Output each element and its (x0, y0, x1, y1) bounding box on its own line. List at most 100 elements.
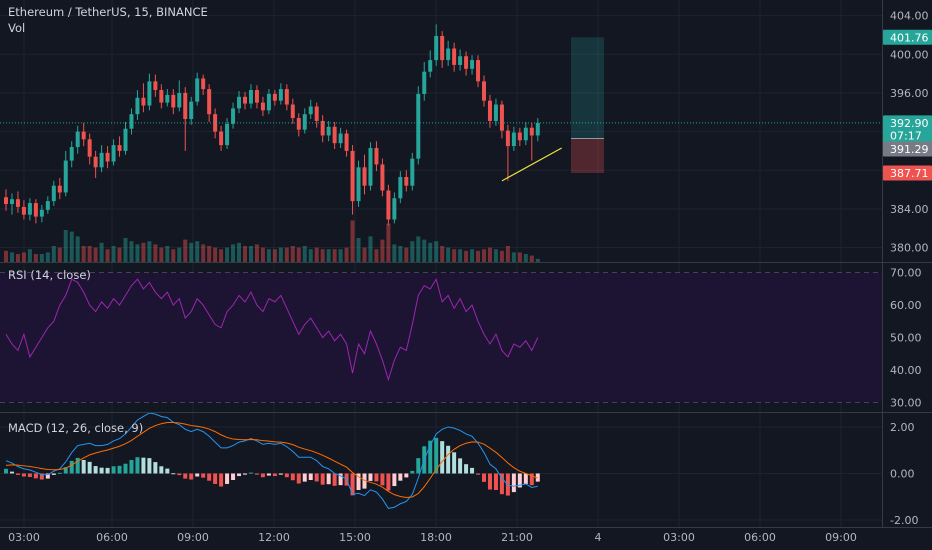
macd-histogram-bar (308, 473, 313, 481)
candle-body (446, 48, 451, 61)
x-tick-label: 15:00 (339, 531, 371, 544)
volume-bar (380, 239, 385, 262)
volume-bar (428, 242, 433, 262)
volume-bar (517, 252, 522, 262)
macd-histogram-bar (171, 473, 176, 475)
candle-body (171, 94, 176, 108)
candle-body (278, 89, 283, 101)
macd-histogram-bar (476, 473, 481, 475)
macd-histogram-bar (81, 459, 86, 474)
macd-histogram-bar (470, 467, 475, 474)
candle-body (350, 150, 355, 202)
candle-body (189, 101, 194, 120)
macd-histogram-bar (213, 473, 218, 484)
macd-histogram-bar (9, 471, 14, 474)
candle-body (517, 132, 522, 141)
volume-bar (63, 230, 68, 262)
macd-histogram-bar (535, 473, 540, 482)
volume-label: Vol (8, 21, 26, 35)
macd-histogram-bar (63, 467, 68, 474)
macd-tick-label: 2.00 (890, 421, 915, 434)
candlesticks (4, 24, 540, 226)
macd-histogram-bar (237, 473, 242, 477)
volume-bar (350, 220, 355, 262)
volume-bar (243, 246, 247, 262)
x-tick-label: 06:00 (96, 531, 128, 544)
long-position-tool[interactable] (571, 37, 604, 174)
candle-body (326, 126, 331, 136)
candle-body (63, 160, 68, 193)
macd-histogram-bar (523, 473, 528, 484)
volume-bar (254, 244, 259, 262)
macd-histogram-bar (278, 473, 283, 475)
x-tick-label: 4 (595, 531, 602, 544)
candle-body (207, 89, 212, 115)
macd-histogram-bar (4, 468, 8, 474)
macd-histogram-bar (482, 473, 486, 482)
volume-bar (213, 247, 218, 262)
volume-bar (499, 250, 504, 262)
macd-histogram-bar (159, 466, 164, 474)
candle-body (75, 131, 80, 148)
volume-bar (177, 247, 182, 262)
volume-bar (237, 242, 242, 262)
price-marker-label: 391.29 (890, 143, 929, 156)
candle-body (9, 199, 14, 205)
candle-body (452, 48, 457, 65)
candle-body (27, 203, 32, 215)
candle-body (470, 60, 475, 69)
price-marker-badge (883, 29, 932, 45)
volume-bar (320, 249, 325, 262)
macd-histogram-bar (386, 473, 391, 491)
volume-bar (81, 246, 86, 262)
volume-bar (27, 249, 32, 262)
candle-body (266, 93, 271, 111)
candle-body (428, 60, 433, 72)
volume-bar (75, 236, 80, 262)
volume-bar (338, 249, 343, 262)
volume-bar (159, 247, 164, 262)
x-tick-label: 03:00 (663, 531, 695, 544)
macd-histogram-bar (434, 437, 439, 474)
volume-bar (470, 249, 475, 262)
candle-body (464, 56, 469, 69)
candle-body (320, 120, 325, 136)
macd-histogram-bar (87, 461, 92, 474)
macd-histogram-bar (93, 466, 98, 474)
candle-body (254, 90, 259, 103)
candle-body (237, 96, 242, 109)
rsi-pane (5, 277, 539, 382)
candle-body (493, 104, 498, 121)
volume-bar (248, 246, 253, 262)
volume-bar (105, 249, 110, 262)
macd-histogram-bar (332, 473, 337, 486)
rsi-label[interactable]: RSI (14, close) (8, 268, 91, 282)
price-marker-badge (883, 165, 932, 181)
volume-bar (362, 247, 367, 262)
candle-body (69, 147, 74, 161)
volume-bar (476, 250, 481, 262)
rsi-tick-label: 50.00 (890, 332, 922, 345)
volume-bar (493, 249, 498, 262)
symbol-title[interactable]: Ethereum / TetherUS, 15, BINANCE (8, 5, 208, 19)
macd-histogram-bar (33, 473, 38, 479)
x-tick-label: 09:00 (825, 531, 857, 544)
macd-histogram-bar (189, 473, 194, 480)
macd-label[interactable]: MACD (12, 26, close, 9) (8, 421, 144, 435)
volume-bar (386, 223, 391, 262)
candle-body (45, 201, 50, 210)
macd-histogram-bar (243, 473, 247, 475)
volume-bar (123, 238, 128, 262)
rsi-tick-label: 40.00 (890, 364, 922, 377)
volume-bar (446, 247, 451, 262)
macd-histogram-bar (51, 473, 56, 475)
volume-bar (135, 244, 140, 262)
volume-bar (141, 242, 146, 262)
volume-bar (207, 246, 212, 262)
volume-bar (272, 249, 277, 262)
candle-body (248, 90, 253, 104)
candle-body (398, 176, 403, 199)
macd-histogram-bar (529, 473, 534, 486)
x-tick-label: 06:00 (744, 531, 776, 544)
